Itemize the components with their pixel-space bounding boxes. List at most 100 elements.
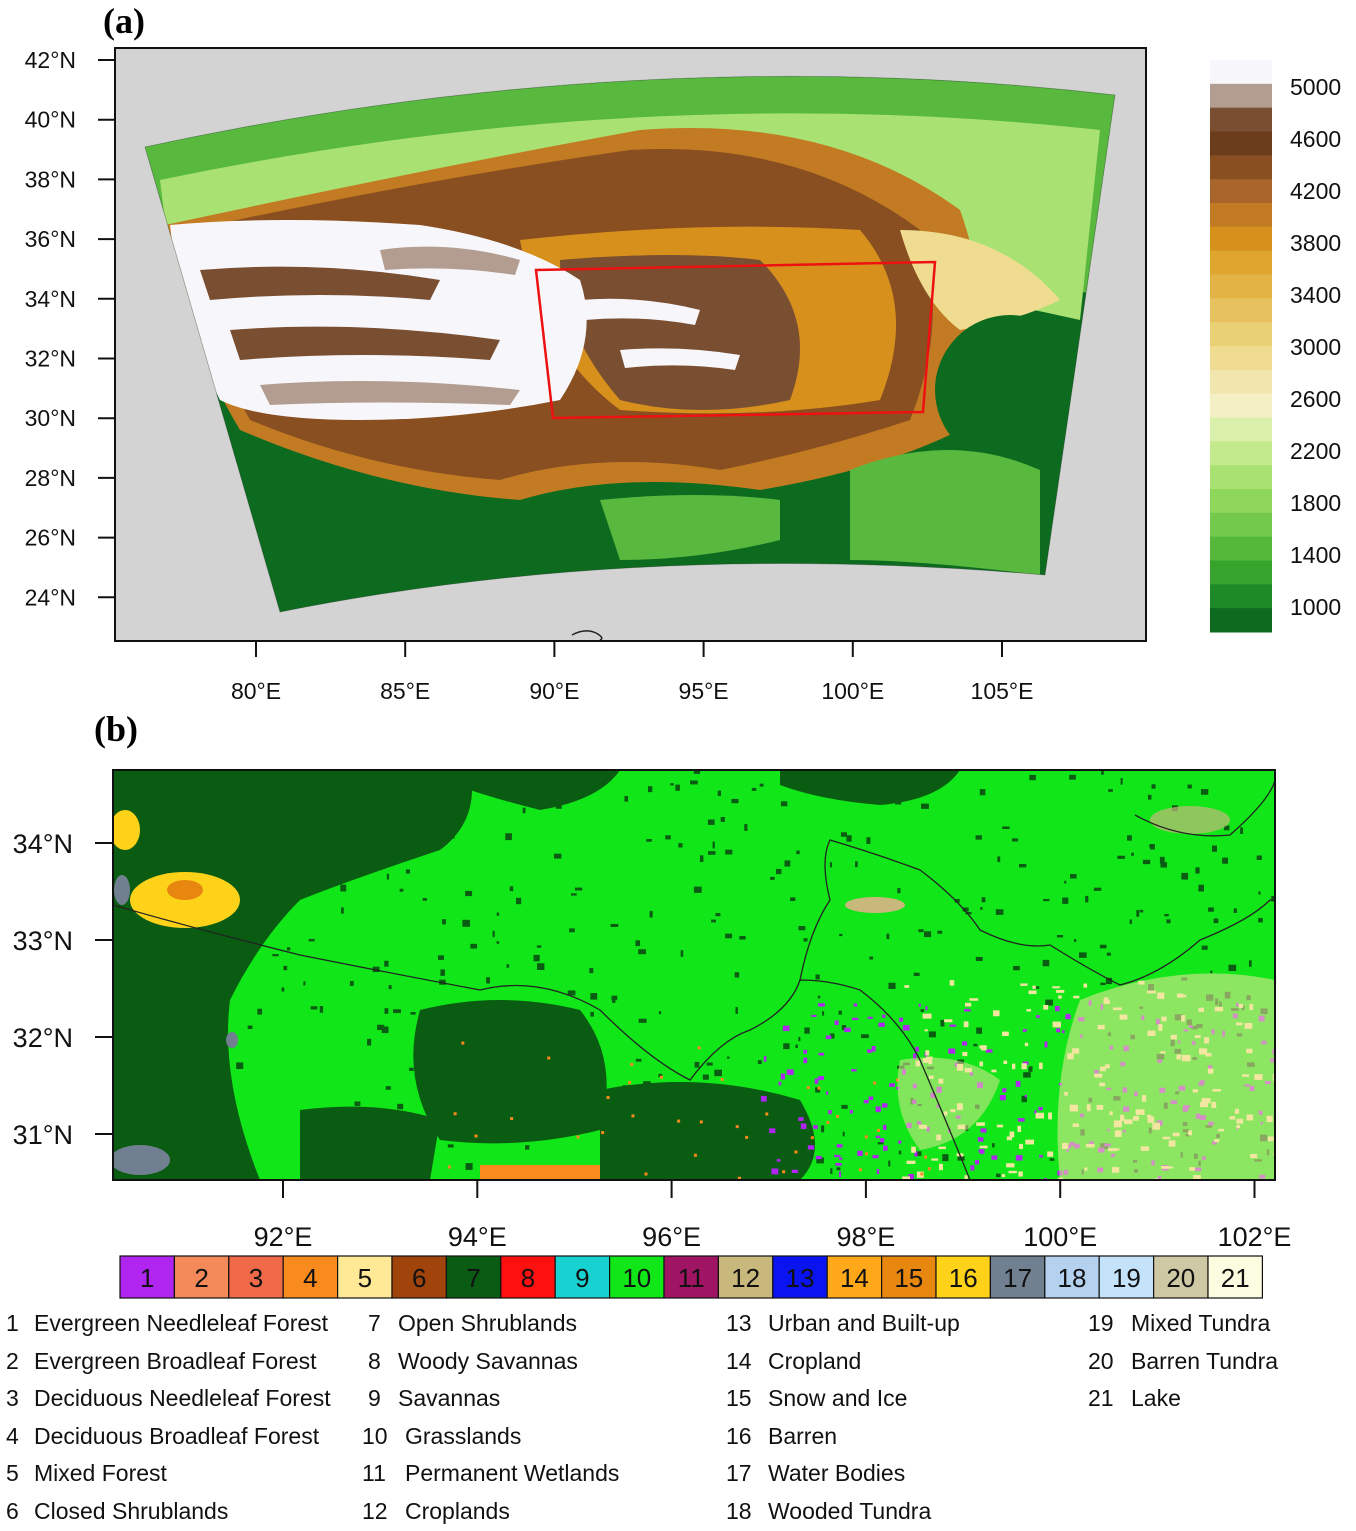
- colorbar-swatch: [1210, 203, 1272, 228]
- tan-speck: [1052, 1021, 1061, 1028]
- landcover-swatch-4: [282, 1255, 339, 1299]
- shrub-speck: [1160, 862, 1168, 868]
- purple-speck: [908, 1173, 914, 1180]
- legend-name-15: Snow and Ice: [768, 1385, 908, 1411]
- shrub-speck: [1271, 895, 1275, 902]
- colorbar-swatch: [1210, 250, 1272, 275]
- purple-speck: [826, 1091, 829, 1095]
- tan-speck: [1020, 983, 1028, 986]
- purple-speck: [834, 1154, 841, 1158]
- colorbar-swatch: [1210, 60, 1272, 85]
- purple-speck: [915, 1153, 918, 1157]
- orange-speck: [677, 1119, 681, 1123]
- orange-speck: [601, 1131, 605, 1135]
- tan-speck: [904, 985, 910, 988]
- tan-speck: [1008, 1170, 1017, 1174]
- purple-speck: [1062, 1030, 1065, 1034]
- lat-axis-b: 34°N 33°N 32°N 31°N: [13, 829, 113, 1150]
- shrub-speck: [610, 923, 619, 927]
- shrub-speck: [1150, 843, 1155, 850]
- shrub-speck: [1108, 789, 1113, 792]
- orange-speck: [927, 1167, 931, 1171]
- shrub-speck: [340, 884, 347, 892]
- elevation-colorbar-labels: 5000 4600 4200 3800 3400 3000 2600 2200 1800 1400…: [1290, 74, 1341, 620]
- shrub-speck: [194, 770, 199, 776]
- shrub-speck: [795, 1044, 798, 1048]
- purple-speck: [1024, 1094, 1027, 1098]
- lat-tick-label-a: 36°N: [25, 226, 76, 252]
- shrub-speck: [204, 1030, 209, 1035]
- purple-speck: [999, 1094, 1006, 1101]
- shrub-speck: [1181, 872, 1189, 880]
- shrub-speck: [879, 794, 883, 799]
- shrub-speck: [775, 868, 782, 875]
- landcover-swatch-number: 17: [1003, 1263, 1032, 1293]
- shrub-speck: [349, 981, 354, 986]
- shrub-speck: [702, 1074, 709, 1080]
- shrub-speck: [415, 1163, 419, 1168]
- landcover-map: 34°N 33°N 32°N 31°N 92°E 94°E 96°E 98°E 100°E 10…: [13, 769, 1291, 1252]
- purple-speck: [815, 1155, 822, 1160]
- shrub-speck: [147, 925, 156, 931]
- purple-speck: [818, 1003, 825, 1007]
- tan-speck: [902, 1176, 911, 1180]
- purple-speck: [828, 1110, 832, 1115]
- lat-axis-a: 42°N 40°N 38°N 36°N 34°N 32°N 30°N 28°N 26°N 24°N: [25, 47, 115, 610]
- legend-number-16: 16: [726, 1422, 752, 1449]
- shrub-speck: [600, 1096, 604, 1103]
- landcover-swatch-number: 13: [786, 1263, 815, 1293]
- tan-speck: [1006, 1163, 1015, 1168]
- shrub-speck: [509, 886, 514, 892]
- tan-speck: [1019, 1143, 1024, 1150]
- landcover-swatch-number: 9: [575, 1263, 589, 1293]
- orange-speck: [877, 1128, 881, 1132]
- shrub-speck: [731, 1126, 736, 1132]
- orange-speck: [547, 1056, 551, 1060]
- shrub-speck: [569, 928, 575, 933]
- shrub-speck: [675, 784, 680, 791]
- landcover-swatch-number: 18: [1058, 1263, 1087, 1293]
- orange-speck: [873, 1081, 877, 1085]
- tan-speck: [1035, 1112, 1045, 1119]
- colorbar-label: 2200: [1290, 438, 1341, 464]
- shrub-speck: [736, 1112, 744, 1119]
- shrub-speck: [1208, 907, 1214, 912]
- shrub-speck: [965, 911, 972, 915]
- landcover-swatch-5: [337, 1255, 393, 1299]
- lat-tick-label-a: 42°N: [25, 47, 76, 73]
- shrub-speck: [1248, 960, 1252, 967]
- colorbar-label: 3000: [1290, 334, 1341, 360]
- shrub-speck: [432, 825, 436, 831]
- purple-speck: [849, 1109, 853, 1114]
- legend-number-14: 14: [726, 1347, 752, 1374]
- orange-speck: [461, 1041, 465, 1045]
- colorbar-swatch: [1210, 417, 1272, 442]
- shrub-speck: [536, 963, 545, 970]
- orange-speck: [817, 1086, 821, 1090]
- shrub-speck: [725, 849, 733, 855]
- lat-tick-label-a: 28°N: [25, 465, 76, 491]
- shrub-speck: [381, 1026, 389, 1034]
- shrub-speck: [975, 835, 982, 840]
- shrub-speck: [558, 776, 563, 783]
- purple-speck: [882, 1124, 887, 1130]
- colorbar-label: 2600: [1290, 386, 1341, 412]
- shrub-speck: [1201, 945, 1208, 950]
- legend-name-16: Barren: [768, 1422, 838, 1449]
- shrub-speck: [866, 837, 871, 845]
- legend-number-19: 19: [1088, 1310, 1114, 1336]
- legend-number-9: 9: [368, 1385, 381, 1411]
- shrub-speck: [1159, 856, 1165, 864]
- orange-speck: [895, 1078, 899, 1082]
- shrub-speck: [913, 972, 920, 976]
- orange-speck: [920, 1172, 924, 1176]
- orange-speck: [644, 1172, 648, 1176]
- shrub-speck: [612, 996, 616, 1003]
- colorbar-swatch: [1210, 489, 1272, 514]
- shrub-speck: [319, 1005, 324, 1013]
- shrub-speck: [495, 1021, 502, 1026]
- shrub-speck: [720, 816, 725, 822]
- purple-speck: [948, 1048, 956, 1054]
- shrub-speck: [1073, 939, 1077, 942]
